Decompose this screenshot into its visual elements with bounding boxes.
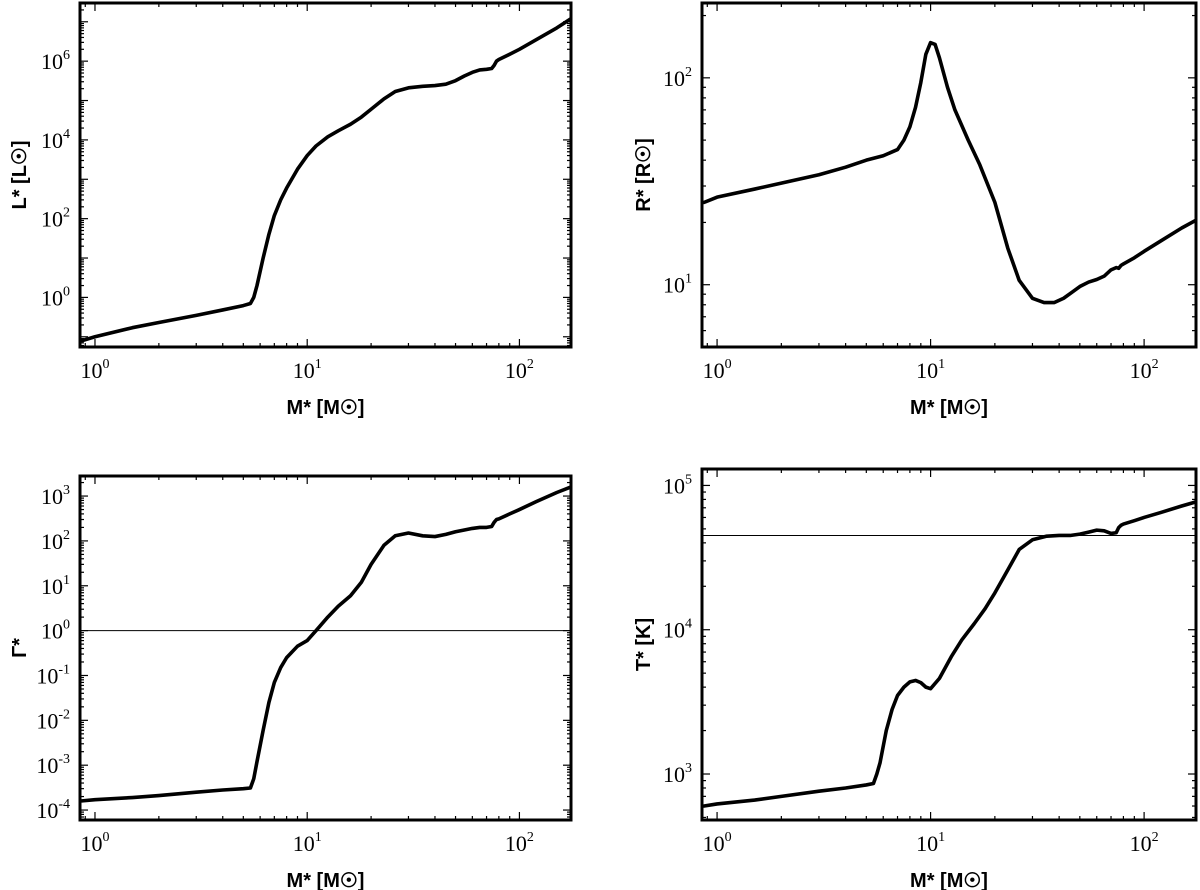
- tick-marks: [702, 3, 1196, 348]
- x-tick-label: 100: [703, 830, 732, 856]
- x-tick-label: 100: [703, 357, 732, 383]
- panel-R: 100 101 102 101 102 M* [M☉] R* [R☉]: [633, 1, 1198, 419]
- x-tick-label: 101: [293, 830, 322, 856]
- y-axis-title: T* [K]: [633, 618, 655, 671]
- x-tick-label: 102: [505, 357, 534, 383]
- plot-frame: [700, 1, 1198, 349]
- x-axis-title: M* [M☉]: [287, 397, 365, 419]
- y-tick-label: 104: [663, 617, 692, 643]
- y-tick-label: 101: [663, 272, 692, 298]
- y-tick-label: 100: [41, 284, 70, 310]
- x-tick-label: 102: [505, 830, 534, 856]
- panel-L: 100 101 102 100 102 104 106 M* [M☉] L* [L☉]: [9, 1, 573, 419]
- y-axis-title: R* [R☉]: [633, 138, 655, 211]
- y-tick-label: 103: [663, 761, 692, 787]
- plot-frame: [78, 1, 573, 349]
- y-tick-label: 102: [41, 528, 70, 554]
- y-tick-label: 102: [663, 65, 692, 91]
- plot-frame: [700, 467, 1198, 822]
- y-tick-label: 101: [41, 573, 70, 599]
- y-tick-label: 100: [41, 618, 70, 644]
- x-axis-title: M* [M☉]: [910, 397, 988, 419]
- panel-T: 100 101 102 103 104 105 M* [M☉] T* [K]: [633, 467, 1198, 890]
- x-tick-label: 101: [916, 357, 945, 383]
- series-line: [80, 16, 571, 343]
- y-tick-label: 104: [41, 127, 70, 153]
- tick-marks: [80, 2, 571, 347]
- x-axis-title: M* [M☉]: [910, 870, 988, 890]
- plot-frame: [78, 474, 573, 822]
- panel-Gamma: 100 101 102 10-4 10-3 10-2 10-1 100 101 102 103 M* …: [9, 474, 573, 890]
- x-tick-label: 101: [916, 830, 945, 856]
- tick-marks: [80, 476, 571, 821]
- y-axis-title: Γ*: [9, 638, 31, 658]
- y-tick-label: 10-4: [36, 797, 70, 823]
- y-tick-label: 10-3: [36, 752, 70, 778]
- y-tick-label: 10-2: [36, 707, 70, 733]
- y-tick-label: 10-1: [36, 662, 70, 688]
- series-line: [702, 500, 1196, 808]
- y-tick-label: 102: [41, 206, 70, 232]
- x-tick-label: 100: [80, 830, 109, 856]
- x-tick-label: 101: [293, 357, 322, 383]
- tick-marks: [702, 469, 1196, 820]
- x-axis-title: M* [M☉]: [287, 870, 365, 890]
- x-tick-label: 102: [1130, 830, 1159, 856]
- y-axis-title: L* [L☉]: [9, 140, 31, 209]
- x-tick-label: 100: [80, 357, 109, 383]
- series-line: [80, 485, 571, 803]
- series-line: [702, 40, 1196, 305]
- y-tick-label: 106: [41, 48, 70, 74]
- y-tick-label: 105: [663, 472, 692, 498]
- x-tick-label: 102: [1130, 357, 1159, 383]
- y-tick-label: 103: [41, 483, 70, 509]
